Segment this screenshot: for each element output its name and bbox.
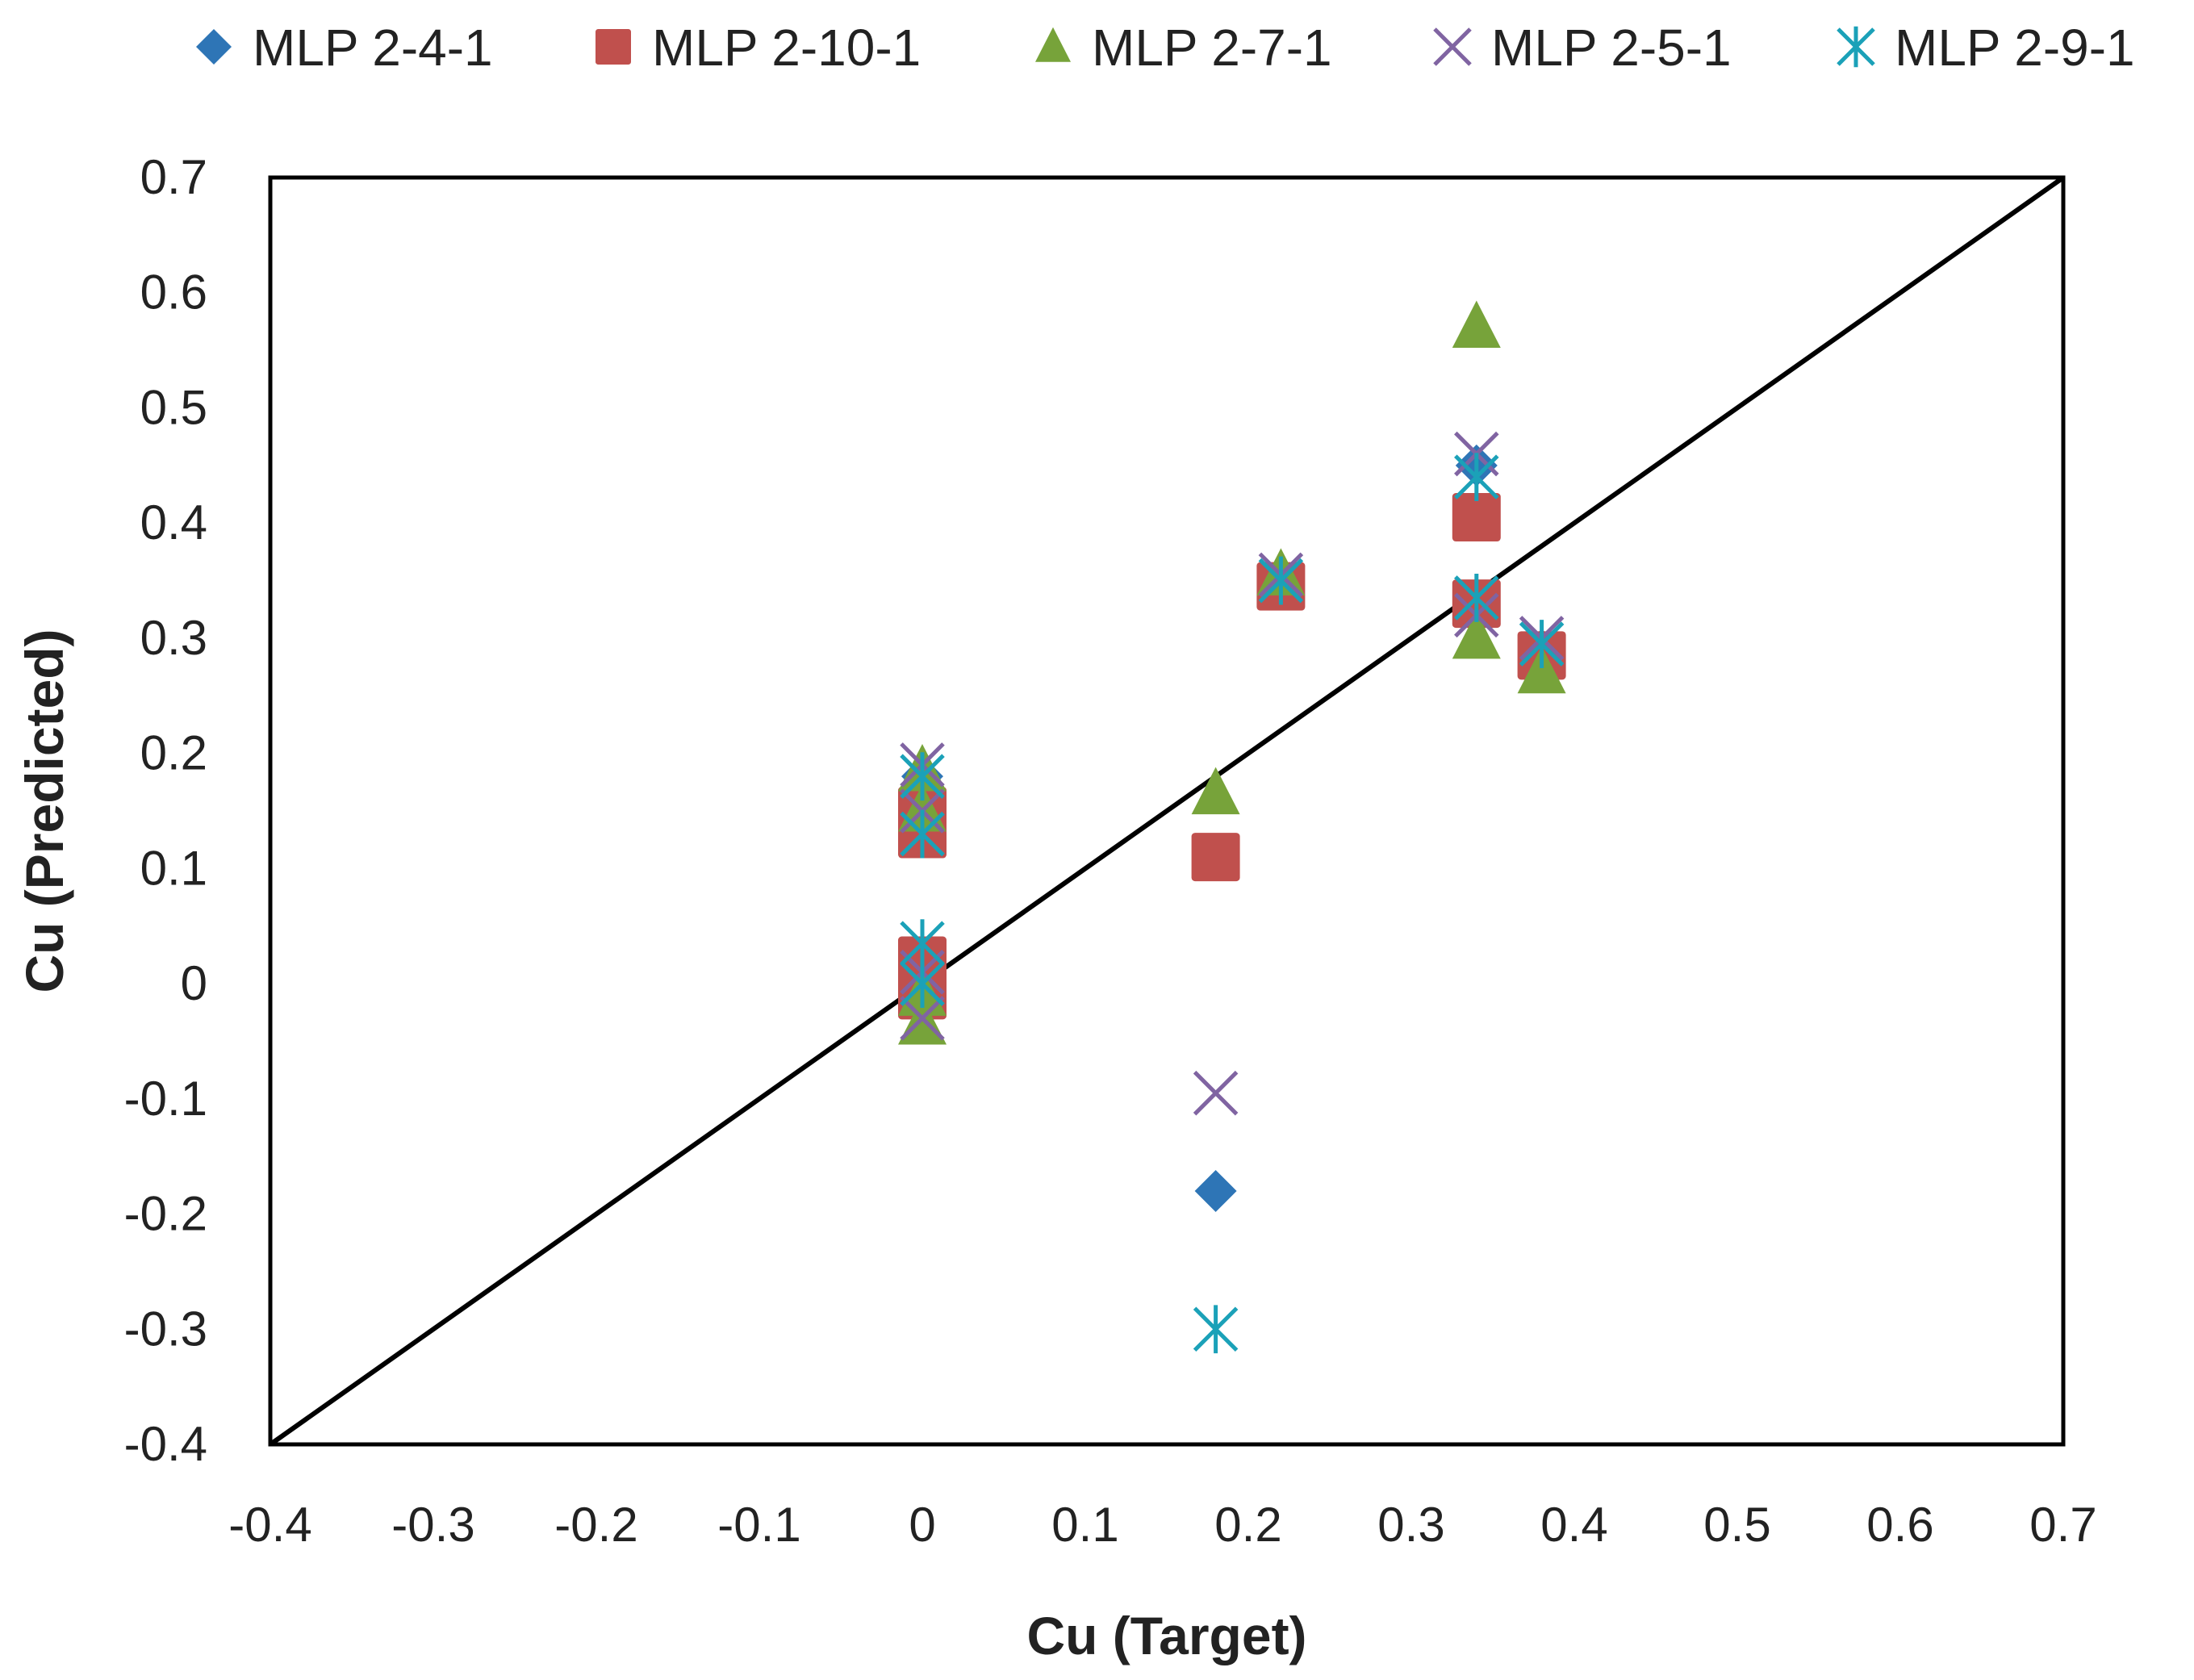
data-point: [1452, 493, 1501, 542]
legend-label: MLP 2-9-1: [1895, 19, 2135, 77]
series-mlp-2-9-1: [900, 453, 1565, 1354]
data-point: [1193, 1070, 1239, 1116]
data-point: [1454, 453, 1499, 501]
x-axis-title: Cu (Target): [1026, 1606, 1306, 1665]
legend-label: MLP 2-5-1: [1491, 19, 1732, 77]
y-tick-label: -0.4: [124, 1417, 207, 1471]
x-tick-label: 0: [909, 1498, 935, 1552]
legend-label: MLP 2-10-1: [652, 19, 921, 77]
y-tick-label: 0.3: [140, 611, 207, 665]
legend-item: MLP 2-9-1: [1837, 19, 2135, 77]
data-point: [1191, 833, 1240, 882]
y-tick-label: 0.4: [140, 495, 207, 550]
data-point: [1517, 646, 1566, 694]
data-points: [898, 300, 1566, 1354]
x-tick-label: 0.7: [2029, 1498, 2096, 1552]
data-point: [900, 752, 945, 801]
data-point: [1193, 1305, 1239, 1354]
x-tick-label: 0.6: [1866, 1498, 1933, 1552]
legend-label: MLP 2-7-1: [1092, 19, 1332, 77]
legend-item: MLP 2-7-1: [1035, 19, 1332, 77]
legend-marker-icon: [1433, 27, 1472, 66]
y-axis-title: Cu (Predicted): [15, 629, 74, 993]
legend-marker-icon: [196, 29, 232, 65]
data-point: [900, 919, 945, 968]
x-tick-label: -0.3: [391, 1498, 474, 1552]
legend-item: MLP 2-5-1: [1433, 19, 1732, 77]
legend-marker-icon: [1837, 26, 1875, 68]
data-point: [1194, 1170, 1237, 1212]
reference-line-group: [269, 175, 2065, 1447]
x-tick-label: 0.2: [1214, 1498, 1281, 1552]
x-tick-label: 0.3: [1377, 1498, 1444, 1552]
x-tick-label: 0.4: [1540, 1498, 1607, 1552]
legend-marker-icon: [596, 29, 631, 65]
y-tick-label: 0.7: [140, 150, 207, 204]
x-tick-label: 0.5: [1703, 1498, 1770, 1552]
data-point: [1258, 556, 1304, 605]
y-tick-label: -0.1: [124, 1072, 207, 1126]
data-point: [1452, 300, 1501, 349]
y-axis-ticks: 0.7 0.6 0.5 0.4 0.3 0.2 0.1 0 -0.1 -0.2 -0.3 -0.4: [124, 150, 207, 1471]
legend-label: MLP 2-4-1: [253, 19, 493, 77]
y-tick-label: 0: [181, 956, 207, 1010]
legend-item: MLP 2-4-1: [196, 19, 493, 77]
y-tick-label: 0.5: [140, 380, 207, 434]
data-point: [900, 996, 945, 1041]
legend-item: MLP 2-10-1: [596, 19, 921, 77]
x-tick-label: 0.1: [1051, 1498, 1118, 1552]
legend-marker-icon: [1035, 27, 1071, 62]
data-point: [1452, 611, 1501, 659]
reference-line: [269, 175, 2065, 1447]
y-tick-label: 0.6: [140, 265, 207, 320]
data-point: [1191, 767, 1240, 815]
y-tick-label: -0.2: [124, 1187, 207, 1241]
y-tick-label: 0.1: [140, 841, 207, 895]
legend: MLP 2-4-1 MLP 2-10-1 MLP 2-7-1 MLP 2-5-1 MLP…: [196, 19, 2135, 77]
data-point: [1454, 574, 1499, 622]
x-axis-ticks: -0.4 -0.3 -0.2 -0.1 0 0.1 0.2 0.3 0.4 0.5 0.6 0.7: [228, 1498, 2096, 1552]
y-tick-label: -0.3: [124, 1302, 207, 1356]
data-point: [900, 809, 945, 859]
data-point: [900, 959, 945, 1008]
y-tick-label: 0.2: [140, 726, 207, 780]
data-point: [1519, 620, 1565, 668]
x-tick-label: -0.4: [228, 1498, 311, 1552]
x-tick-label: -0.2: [554, 1498, 637, 1552]
x-tick-label: -0.1: [717, 1498, 800, 1552]
